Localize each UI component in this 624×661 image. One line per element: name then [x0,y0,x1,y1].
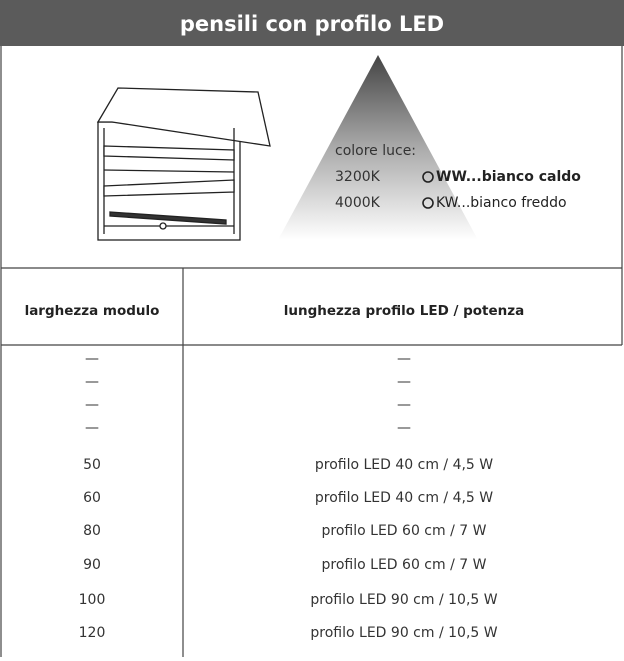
legend-name: WW...bianco caldo [436,169,581,185]
cell: — [397,420,411,436]
cell: — [85,397,99,413]
cell: — [397,351,411,367]
legend: 3200K WW...bianco caldo 4000K KW...bianco f… [335,169,581,211]
cell: — [85,420,99,436]
cell: profilo LED 40 cm / 4,5 W [315,490,493,506]
header-bar [0,0,624,46]
cabinet-illustration [96,87,271,241]
table: larghezza modulo lunghezza profilo LED / … [25,303,525,641]
cell: — [85,351,99,367]
legend-label: colore luce: [335,143,416,159]
cell: 80 [83,523,101,539]
column-header: larghezza modulo [25,303,160,319]
title: pensili con profilo LED [180,12,444,36]
legend-temp: 3200K [335,169,381,185]
cell: 50 [83,457,101,473]
legend-circle [422,171,434,183]
cell: — [397,374,411,390]
light-cone [278,55,478,240]
cell: 60 [83,490,101,506]
legend-circle [422,197,434,209]
column-header: lunghezza profilo LED / potenza [284,303,525,319]
cell: profilo LED 90 cm / 10,5 W [310,592,497,608]
cell: 90 [83,557,101,573]
cell: profilo LED 60 cm / 7 W [322,557,487,573]
cell: profilo LED 90 cm / 10,5 W [310,625,497,641]
legend-name: KW...bianco freddo [436,195,567,211]
cell: — [397,397,411,413]
cell: 120 [79,625,106,641]
legend-temp: 4000K [335,195,381,211]
cell: profilo LED 60 cm / 7 W [322,523,487,539]
cell: 100 [79,592,106,608]
cell: profilo LED 40 cm / 4,5 W [315,457,493,473]
frame [0,46,623,657]
cell: — [85,374,99,390]
